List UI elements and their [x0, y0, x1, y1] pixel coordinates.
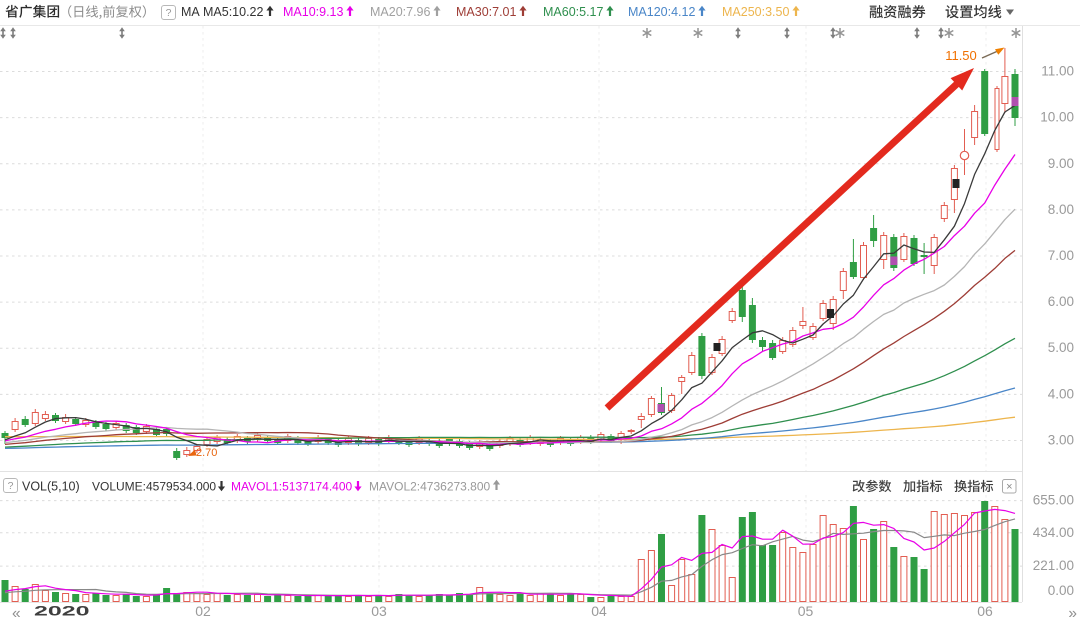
- svg-text:4.00: 4.00: [1048, 386, 1074, 401]
- svg-text:434.00: 434.00: [1033, 525, 1074, 540]
- svg-text:655.00: 655.00: [1033, 493, 1074, 508]
- svg-text:11.00: 11.00: [1041, 64, 1074, 79]
- svg-text:8.00: 8.00: [1048, 202, 1074, 217]
- svg-text:10.00: 10.00: [1040, 110, 1074, 125]
- svg-text:VOLUME:4579534.000: VOLUME:4579534.000: [92, 480, 216, 494]
- svg-text:MA60:5.17: MA60:5.17: [543, 5, 604, 19]
- svg-text:MA: MA: [181, 5, 200, 19]
- svg-text:MA20:7.96: MA20:7.96: [370, 5, 431, 19]
- svg-text:MA10:9.13: MA10:9.13: [283, 5, 344, 19]
- svg-text:VOL(5,10): VOL(5,10): [22, 480, 80, 494]
- svg-text:0.00: 0.00: [1048, 583, 1074, 598]
- svg-text:«: «: [12, 605, 21, 622]
- svg-text:MAVOL1:5137174.400: MAVOL1:5137174.400: [231, 480, 353, 494]
- svg-text:MA120:4.12: MA120:4.12: [628, 5, 695, 19]
- svg-text:×: ×: [1006, 481, 1012, 493]
- svg-text:06: 06: [977, 603, 993, 619]
- svg-text:11.50: 11.50: [945, 48, 977, 63]
- svg-text:2.70: 2.70: [196, 447, 217, 459]
- svg-text:»: »: [1068, 605, 1077, 622]
- svg-text:02: 02: [195, 603, 211, 619]
- svg-text:2020: 2020: [34, 604, 90, 619]
- svg-text:?: ?: [166, 7, 172, 19]
- svg-text:04: 04: [591, 603, 607, 619]
- svg-text:3.00: 3.00: [1048, 433, 1074, 448]
- svg-text:221.00: 221.00: [1033, 558, 1074, 573]
- svg-text:?: ?: [8, 480, 14, 492]
- svg-text:9.00: 9.00: [1048, 156, 1074, 171]
- svg-text:MA250:3.50: MA250:3.50: [722, 5, 789, 19]
- svg-text:03: 03: [371, 603, 387, 619]
- svg-text:7.00: 7.00: [1048, 248, 1074, 263]
- svg-text:MA30:7.01: MA30:7.01: [456, 5, 517, 19]
- svg-text:6.00: 6.00: [1048, 294, 1074, 309]
- svg-text:MA5:10.22: MA5:10.22: [203, 5, 264, 19]
- svg-text:MAVOL2:4736273.800: MAVOL2:4736273.800: [369, 480, 491, 494]
- svg-text:5.00: 5.00: [1048, 340, 1074, 355]
- svg-text:05: 05: [798, 603, 814, 619]
